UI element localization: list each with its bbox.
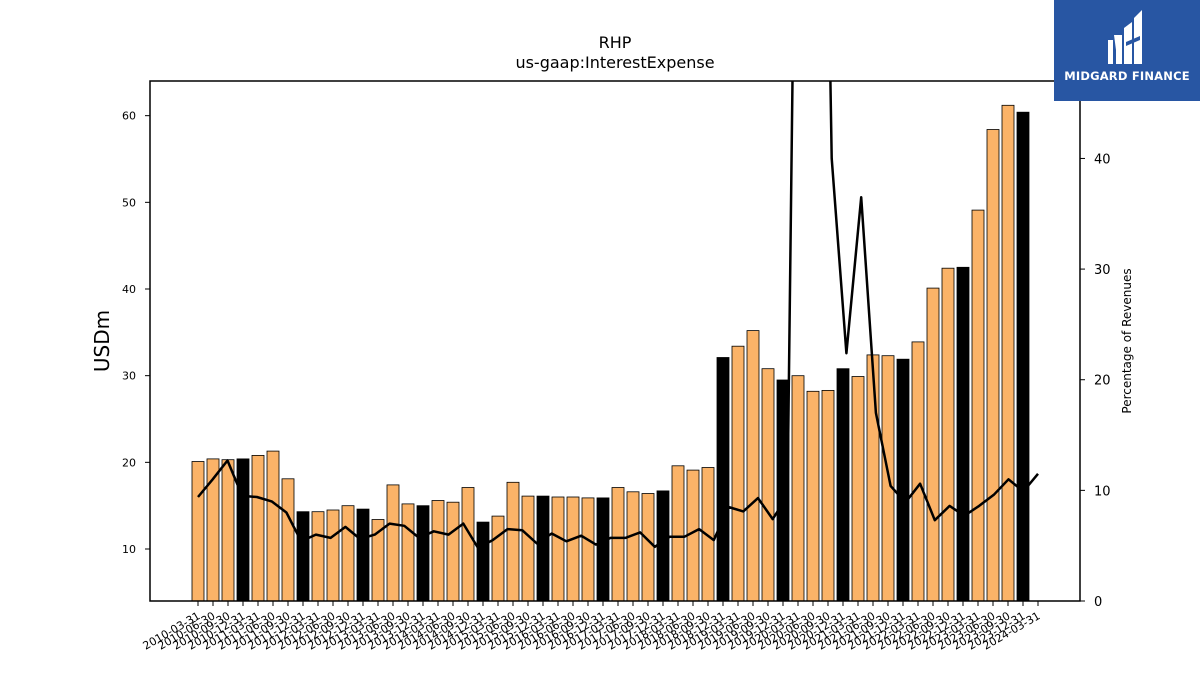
bar-2017-06-30 — [626, 491, 640, 602]
bar-2021-06-30 — [866, 354, 880, 602]
bar-2011-06-30 — [266, 450, 280, 602]
bar-2021-12-31 — [896, 358, 910, 602]
bar-2017-12-31 — [656, 490, 670, 602]
bar-2011-09-30 — [281, 478, 295, 602]
bar-2020-09-30 — [821, 389, 835, 602]
y2-axis-label: Percentage of Revenues — [1120, 268, 1134, 413]
bar-2022-03-31 — [911, 341, 925, 602]
bar-2019-09-30 — [761, 368, 775, 602]
bar-2020-06-30 — [806, 390, 820, 602]
bar-2022-06-30 — [926, 287, 940, 602]
bar-2021-03-31 — [851, 376, 865, 602]
bar-2011-12-31 — [296, 511, 310, 602]
bar-2010-09-30 — [221, 459, 235, 602]
bar-2023-09-30 — [1001, 104, 1015, 602]
y2-tick-label: 30 — [1094, 263, 1111, 278]
y-tick-label: 40 — [122, 283, 136, 296]
y2-tick-label: 0 — [1094, 595, 1102, 610]
bar-2023-06-30 — [986, 129, 1000, 602]
logo-mark-icon — [1054, 0, 1200, 101]
x-axis: 2010-03-312010-06-302010-09-302010-12-31… — [141, 601, 1043, 653]
bar-2013-09-30 — [401, 503, 415, 602]
bar-2010-12-31 — [236, 458, 250, 602]
brand-name: MIDGARD FINANCE — [1064, 69, 1190, 83]
bar-2015-03-31 — [491, 515, 505, 602]
bar-2015-06-30 — [506, 481, 520, 602]
y2-tick-label: 20 — [1094, 374, 1111, 389]
y-axis-label: USDm — [90, 310, 114, 372]
chart-title: RHP — [599, 33, 632, 52]
bar-2015-09-30 — [521, 495, 535, 602]
y-tick-label: 20 — [122, 456, 136, 469]
bar-2017-03-31 — [611, 487, 625, 602]
bar-2016-12-31 — [596, 497, 610, 602]
bar-2014-06-30 — [446, 501, 460, 602]
bar-2014-12-31 — [476, 521, 490, 602]
bar-2013-06-30 — [386, 484, 400, 602]
bar-2010-03-31 — [191, 461, 205, 602]
bar-2011-03-31 — [251, 454, 265, 602]
bar-2023-03-31 — [971, 209, 985, 602]
bar-2023-12-31 — [1016, 111, 1030, 602]
bar-2014-09-30 — [461, 487, 475, 602]
bar-2019-03-31 — [731, 345, 745, 602]
bars-group — [191, 104, 1030, 602]
bar-2013-12-31 — [416, 505, 430, 602]
left-axis: 10 20 30 40 50 60 — [122, 110, 150, 556]
bar-2012-12-31 — [356, 508, 370, 602]
bar-2016-03-31 — [551, 496, 565, 602]
bar-2020-03-31 — [791, 375, 805, 602]
y-tick-label: 10 — [122, 543, 136, 556]
chart-subtitle: us-gaap:InterestExpense — [515, 53, 714, 72]
percentage-line — [197, 81, 1039, 550]
bar-2014-03-31 — [431, 500, 445, 602]
y2-tick-label: 10 — [1094, 484, 1111, 499]
bar-2019-06-30 — [746, 330, 760, 602]
bar-2016-06-30 — [566, 496, 580, 602]
bar-2020-12-31 — [836, 368, 850, 602]
bar-2018-12-31 — [716, 357, 730, 602]
bar-2012-03-31 — [311, 511, 325, 602]
bar-2016-09-30 — [581, 497, 595, 602]
right-axis: 0 10 20 30 40 — [1080, 152, 1111, 610]
bar-2012-09-30 — [341, 505, 355, 602]
bar-2022-09-30 — [941, 267, 955, 602]
brand-logo: MIDGARD FINANCE — [1054, 0, 1200, 101]
y-tick-label: 50 — [122, 196, 136, 209]
y-tick-label: 30 — [122, 370, 136, 383]
bar-2015-12-31 — [536, 495, 550, 602]
bar-2018-03-31 — [671, 465, 685, 602]
plot-frame — [149, 80, 1081, 602]
bar-2017-09-30 — [641, 493, 655, 602]
bar-2022-12-31 — [956, 266, 970, 602]
bar-2012-06-30 — [326, 509, 340, 602]
y2-tick-label: 40 — [1094, 152, 1111, 167]
y-tick-label: 60 — [122, 110, 136, 123]
line-group — [197, 81, 1039, 550]
